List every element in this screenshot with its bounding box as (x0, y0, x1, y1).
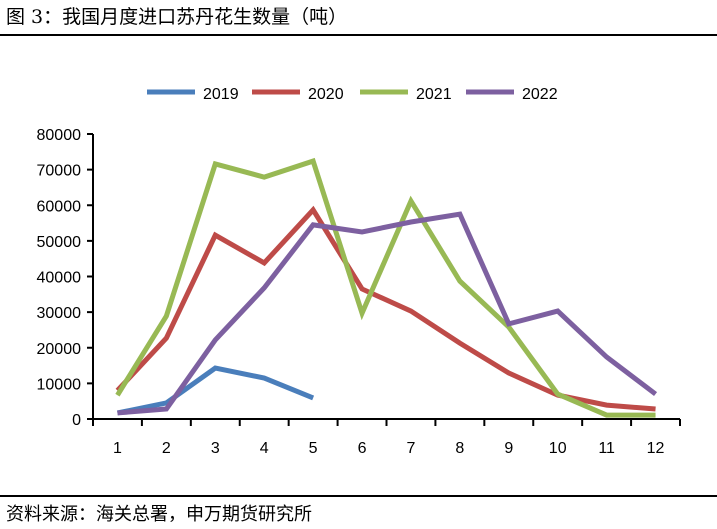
x-tick-label: 7 (407, 440, 416, 457)
x-tick-label: 8 (455, 440, 464, 457)
x-tick-label: 11 (598, 440, 615, 457)
legend-label: 2022 (522, 86, 558, 103)
x-tick-label: 4 (260, 440, 269, 457)
y-tick-label: 70000 (37, 163, 82, 180)
y-tick-label: 20000 (37, 341, 82, 358)
y-tick-label: 30000 (37, 305, 82, 322)
y-tick-label: 0 (72, 412, 81, 429)
x-tick-label: 1 (113, 440, 122, 457)
y-tick-label: 60000 (37, 198, 82, 215)
source-divider (0, 495, 717, 497)
chart-title: 图 3：我国月度进口苏丹花生数量（吨） (6, 6, 348, 28)
series-line-2021 (115, 157, 656, 418)
y-tick-label: 50000 (37, 234, 82, 251)
y-tick-label: 80000 (37, 127, 82, 144)
x-tick-label: 6 (358, 440, 367, 457)
title-divider (0, 34, 717, 36)
legend-label: 2020 (308, 86, 344, 103)
x-tick-label: 12 (647, 440, 665, 457)
y-tick-label: 40000 (37, 270, 82, 287)
x-tick-label: 2 (162, 440, 171, 457)
legend-label: 2021 (416, 86, 452, 103)
x-tick-label: 10 (549, 440, 567, 457)
source-note: 资料来源：海关总署，申万期货研究所 (6, 504, 312, 525)
legend-label: 2019 (203, 86, 239, 103)
x-tick-label: 5 (309, 440, 318, 457)
x-tick-label: 9 (504, 440, 513, 457)
series-line-2019 (116, 365, 315, 416)
y-tick-label: 10000 (37, 376, 82, 393)
x-tick-label: 3 (211, 440, 220, 457)
series-line-2022 (117, 211, 658, 416)
